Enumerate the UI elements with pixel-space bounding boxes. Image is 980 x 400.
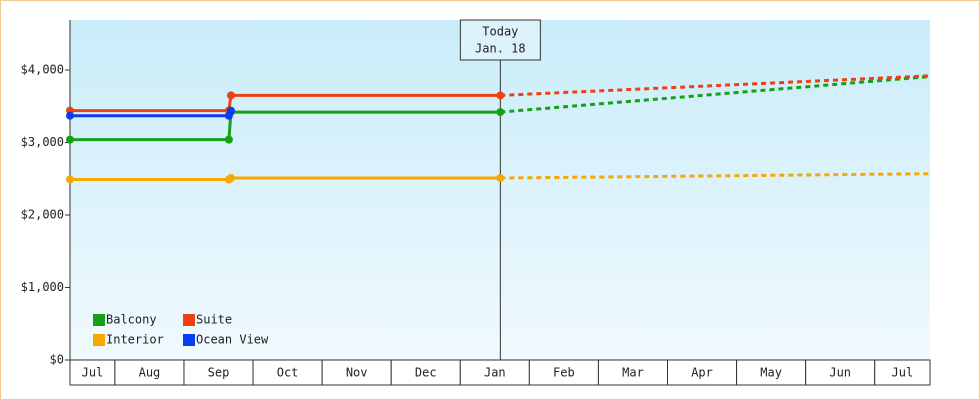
legend-label: Interior [106,333,164,347]
legend-label: Suite [196,313,232,327]
point [66,135,74,144]
month-box [390,359,461,386]
month-box [321,359,392,386]
legend-swatch [93,334,105,346]
month-box [69,359,116,386]
month-box [874,359,931,386]
today-box [459,19,541,61]
x-tick-label: Apr [691,366,713,380]
y-tick-label: $4,000 [21,63,64,77]
point [226,106,235,115]
legend-swatch [93,314,105,326]
today-label: Jan. 18 [475,42,526,56]
x-tick-label: Jul [82,366,104,380]
point [496,174,505,183]
series-line [70,93,501,113]
y-tick-label: $3,000 [21,135,64,149]
point [496,91,505,100]
x-tick-label: Jun [829,366,851,380]
series-line [70,110,501,142]
x-tick-label: Dec [415,366,437,380]
y-tick-label: $1,000 [21,280,64,294]
x-tick-label: Jul [892,366,914,380]
x-tick-label: Sep [208,366,230,380]
legend-label: Balcony [106,313,157,327]
legend-swatch [183,314,195,326]
x-tick-label: Nov [346,366,368,380]
x-tick-label: Jan [484,366,506,380]
x-tick-label: May [760,366,782,380]
point [226,174,235,183]
x-tick-label: Aug [139,366,161,380]
x-tick-label: Oct [277,366,299,380]
y-tick-label: $2,000 [21,208,64,222]
month-box [667,359,738,386]
legend-swatch [183,334,195,346]
month-box [459,359,530,386]
point [66,111,74,120]
today-label: Today [482,25,518,39]
series-line [70,176,501,181]
point [224,135,233,144]
month-box [805,359,876,386]
x-tick-label: Mar [622,366,644,380]
point [496,108,505,117]
month-box [736,359,807,386]
y-tick-label: $0 [50,353,64,367]
legend-label: Ocean View [196,333,269,347]
month-box [528,359,599,386]
point [226,91,235,100]
x-tick-label: Feb [553,366,575,380]
point [66,175,74,184]
